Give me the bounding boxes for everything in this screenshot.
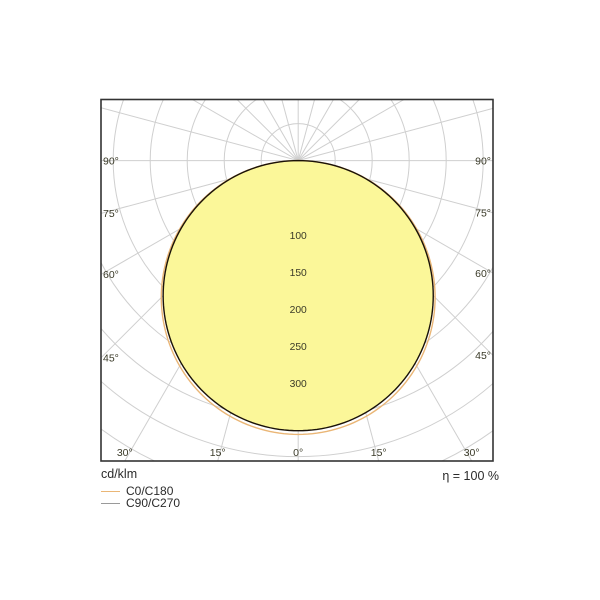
svg-text:0°: 0° [293,447,303,459]
svg-text:45°: 45° [103,353,119,365]
svg-text:15°: 15° [210,447,226,459]
svg-text:90°: 90° [103,155,119,167]
svg-text:15°: 15° [371,447,387,459]
svg-text:60°: 60° [103,269,119,281]
svg-text:300: 300 [290,379,307,390]
svg-text:200: 200 [290,305,307,316]
svg-text:30°: 30° [464,447,480,459]
svg-text:60°: 60° [475,268,491,280]
svg-text:45°: 45° [475,350,491,362]
svg-text:75°: 75° [103,208,119,220]
svg-text:75°: 75° [475,208,491,220]
svg-text:150: 150 [290,268,307,279]
svg-text:100: 100 [290,231,307,242]
svg-text:90°: 90° [475,155,491,167]
svg-text:250: 250 [290,342,307,353]
svg-text:30°: 30° [117,447,133,459]
